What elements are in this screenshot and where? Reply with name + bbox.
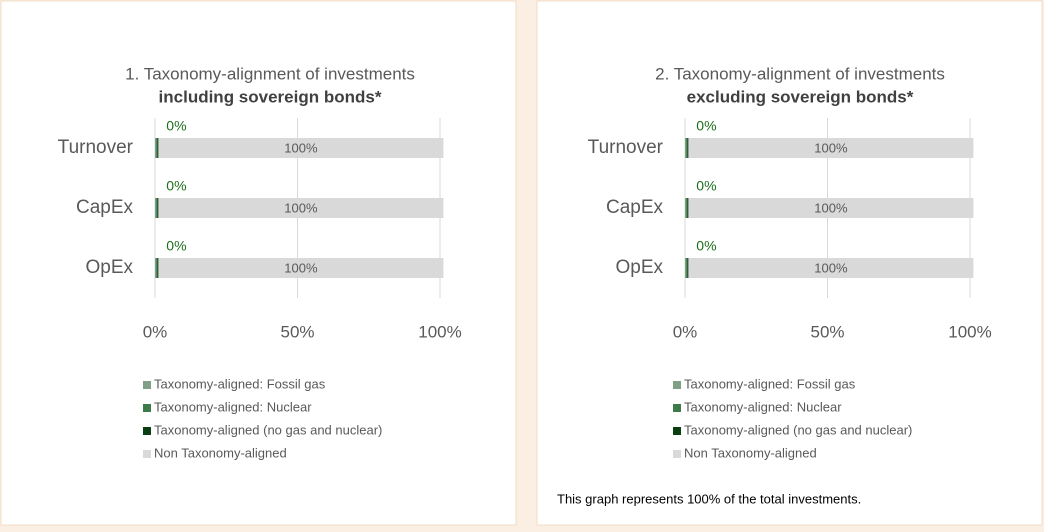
- x-tick-label: 50%: [810, 322, 844, 341]
- legend-swatch: [143, 450, 151, 458]
- bar-segment: [686, 138, 688, 158]
- chart-subtitle: including sovereign bonds*: [159, 87, 382, 106]
- bar-segment: [685, 258, 687, 278]
- category-label: CapEx: [606, 197, 664, 218]
- value-label: 100%: [814, 140, 848, 155]
- bar-segment: [155, 138, 157, 158]
- chart-subtitle: excluding sovereign bonds*: [687, 87, 914, 106]
- x-tick-label: 100%: [418, 322, 461, 341]
- value-label: 0%: [696, 178, 716, 194]
- legend-swatch: [143, 381, 151, 389]
- category-label: Turnover: [588, 137, 664, 158]
- bar-segment: [157, 258, 159, 278]
- bar-segment: [685, 138, 687, 158]
- value-label: 100%: [284, 140, 318, 155]
- x-tick-label: 50%: [280, 322, 314, 341]
- legend-label: Taxonomy-aligned: Fossil gas: [154, 376, 326, 391]
- x-tick-label: 0%: [143, 322, 168, 341]
- value-label: 0%: [166, 178, 186, 194]
- bar-segment: [156, 138, 158, 158]
- value-label: 0%: [696, 238, 716, 254]
- bar-segment: [158, 258, 444, 278]
- legend-label: Taxonomy-aligned: Fossil gas: [684, 376, 856, 391]
- bar-segment: [688, 138, 974, 158]
- legend-label: Taxonomy-aligned (no gas and nuclear): [154, 422, 382, 437]
- bar-segment: [155, 258, 157, 278]
- legend-label: Taxonomy-aligned (no gas and nuclear): [684, 422, 912, 437]
- chart-title: 2. Taxonomy-alignment of investments: [655, 64, 945, 83]
- bar-segment: [687, 138, 689, 158]
- bar-segment: [688, 258, 974, 278]
- value-label: 0%: [696, 118, 716, 134]
- value-label: 0%: [166, 118, 186, 134]
- legend-label: Non Taxonomy-aligned: [154, 445, 287, 460]
- bar-segment: [687, 198, 689, 218]
- bar-segment: [687, 258, 689, 278]
- legend-swatch: [673, 450, 681, 458]
- value-label: 100%: [814, 260, 848, 275]
- category-label: OpEx: [615, 257, 663, 278]
- legend-swatch: [673, 404, 681, 412]
- value-label: 100%: [284, 260, 318, 275]
- value-label: 100%: [284, 200, 318, 215]
- value-label: 0%: [166, 238, 186, 254]
- chart-title: 1. Taxonomy-alignment of investments: [125, 64, 415, 83]
- legend-label: Taxonomy-aligned: Nuclear: [684, 399, 842, 414]
- bar-segment: [686, 258, 688, 278]
- legend-swatch: [673, 427, 681, 435]
- bar-segment: [156, 198, 158, 218]
- bar-segment: [155, 198, 157, 218]
- category-label: CapEx: [76, 197, 134, 218]
- legend-label: Non Taxonomy-aligned: [684, 445, 817, 460]
- bar-segment: [158, 138, 444, 158]
- legend-swatch: [143, 427, 151, 435]
- value-label: 100%: [814, 200, 848, 215]
- bar-segment: [686, 198, 688, 218]
- bar-segment: [156, 258, 158, 278]
- x-tick-label: 100%: [948, 322, 991, 341]
- x-tick-label: 0%: [673, 322, 698, 341]
- legend-label: Taxonomy-aligned: Nuclear: [154, 399, 312, 414]
- category-label: OpEx: [85, 257, 133, 278]
- bar-segment: [158, 198, 444, 218]
- category-label: Turnover: [58, 137, 134, 158]
- bar-segment: [688, 198, 974, 218]
- bar-segment: [685, 198, 687, 218]
- legend-swatch: [673, 381, 681, 389]
- footnote: This graph represents 100% of the total …: [557, 491, 861, 506]
- bar-segment: [157, 198, 159, 218]
- legend-swatch: [143, 404, 151, 412]
- bar-segment: [157, 138, 159, 158]
